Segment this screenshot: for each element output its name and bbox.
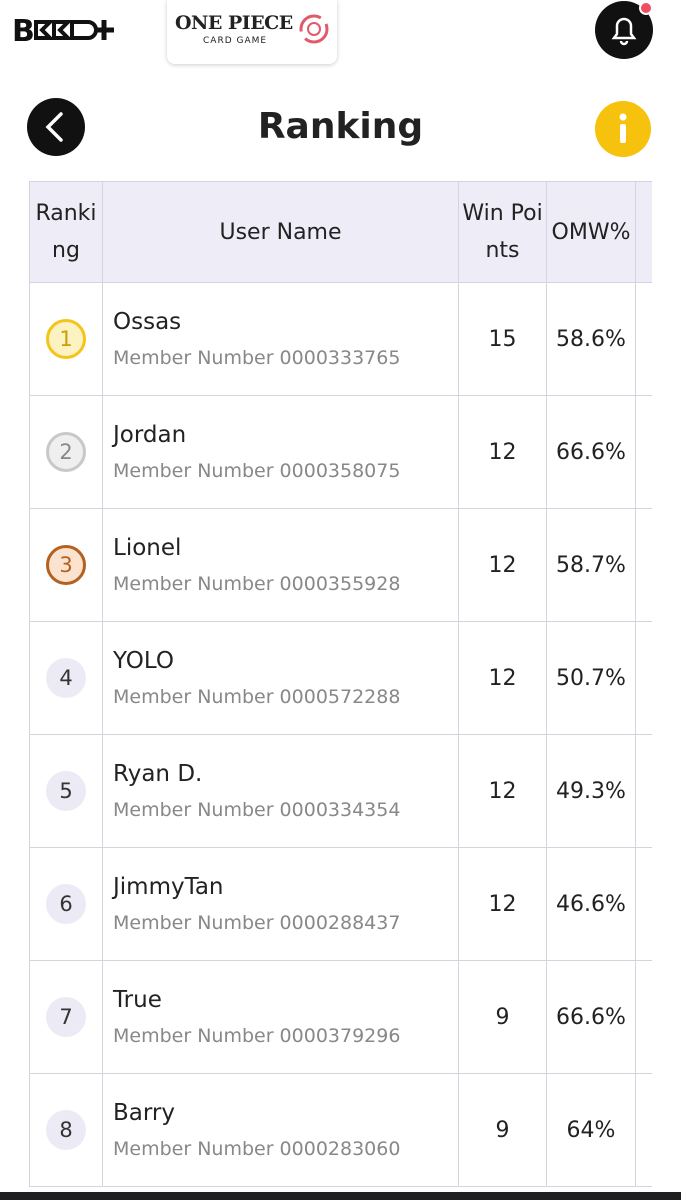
column-header: Win Points bbox=[458, 181, 547, 283]
user-name: True bbox=[113, 987, 162, 1013]
member-number: Member Number 0000288437 bbox=[113, 912, 401, 934]
brand: ONE PIECE bbox=[175, 12, 293, 34]
back-button[interactable] bbox=[27, 98, 87, 158]
rank-badge: 4 bbox=[46, 658, 86, 698]
member-number: Member Number 0000334354 bbox=[113, 799, 401, 821]
win-points: 12 bbox=[458, 621, 547, 735]
user-name: YOLO bbox=[113, 648, 174, 674]
user-name: Ossas bbox=[113, 309, 182, 335]
column-header: OMW% bbox=[546, 181, 636, 283]
user-name: Ryan D. bbox=[113, 761, 203, 787]
user-name: Barry bbox=[113, 1100, 175, 1126]
user-cell: YOLO Member Number 0000572288 bbox=[102, 621, 459, 735]
clipped-cell bbox=[635, 508, 652, 622]
rank-cell: 7 bbox=[29, 960, 103, 1074]
clipped-cell bbox=[635, 1073, 652, 1187]
ranking-row: 5 Ryan D. Member Number 0000334354 12 49.3% bbox=[29, 734, 652, 848]
header-row: Ranking User Name Win Points OMW% bbox=[29, 181, 652, 283]
rank-cell: 2 bbox=[29, 395, 103, 509]
omw: 46.6% bbox=[546, 847, 636, 961]
ranking-row: 1 Ossas Member Number 0000333765 15 58.6% bbox=[29, 282, 652, 396]
member-number: Member Number 0000283060 bbox=[113, 1138, 401, 1160]
rank-cell: 8 bbox=[29, 1073, 103, 1187]
rank-badge: 3 bbox=[46, 545, 86, 585]
svg-text:B: B bbox=[12, 14, 35, 46]
win-points: 12 bbox=[458, 395, 547, 509]
column-header: User Name bbox=[102, 181, 459, 283]
ranking-row: 7 True Member Number 0000379296 9 66.6% bbox=[29, 960, 652, 1074]
member-number: Member Number 0000355928 bbox=[113, 573, 401, 595]
omw: 49.3% bbox=[546, 734, 636, 848]
ranking-row: 2 Jordan Member Number 0000358075 12 66.6% bbox=[29, 395, 652, 509]
ranking-row: 6 JimmyTan Member Number 0000288437 12 46.6% bbox=[29, 847, 652, 961]
omw: 66.6% bbox=[546, 960, 636, 1074]
rank-cell: 6 bbox=[29, 847, 103, 961]
ranking-row: 4 YOLO Member Number 0000572288 12 50.7% bbox=[29, 621, 652, 735]
clipped-cell bbox=[635, 282, 652, 396]
info-button[interactable] bbox=[594, 100, 654, 160]
rank-badge: 8 bbox=[46, 1110, 86, 1150]
win-points: 12 bbox=[458, 734, 547, 848]
user-name: Jordan bbox=[113, 422, 187, 448]
column-header-clipped bbox=[635, 181, 652, 283]
win-points: 9 bbox=[458, 1073, 547, 1187]
member-number: Member Number 0000358075 bbox=[113, 460, 401, 482]
clipped-cell bbox=[635, 734, 652, 848]
clipped-cell bbox=[635, 960, 652, 1074]
member-number: Member Number 0000333765 bbox=[113, 347, 401, 369]
user-name: Lionel bbox=[113, 535, 182, 561]
member-number: Member Number 0000572288 bbox=[113, 686, 401, 708]
user-cell: Jordan Member Number 0000358075 bbox=[102, 395, 459, 509]
win-points: 15 bbox=[458, 282, 547, 396]
omw: 66.6% bbox=[546, 395, 636, 509]
clipped-cell bbox=[635, 847, 652, 961]
rank-cell: 1 bbox=[29, 282, 103, 396]
rank-badge: 5 bbox=[46, 771, 86, 811]
win-points: 9 bbox=[458, 960, 547, 1074]
user-cell: Lionel Member Number 0000355928 bbox=[102, 508, 459, 622]
rank-cell: 4 bbox=[29, 621, 103, 735]
notification-button[interactable] bbox=[594, 0, 656, 62]
omw: 58.6% bbox=[546, 282, 636, 396]
user-cell: Ryan D. Member Number 0000334354 bbox=[102, 734, 459, 848]
rank-cell: 3 bbox=[29, 508, 103, 622]
user-name: JimmyTan bbox=[113, 874, 224, 900]
game-logo: ONE PIECE CARD GAME bbox=[167, 0, 337, 64]
app-logo: B bbox=[12, 14, 114, 46]
clipped-cell bbox=[635, 395, 652, 509]
win-points: 12 bbox=[458, 508, 547, 622]
ranking-table: Ranking User Name Win Points OMW% 1 Ossas Mem… bbox=[29, 181, 652, 1187]
member-number: Member Number 0000379296 bbox=[113, 1025, 401, 1047]
rank-badge: 1 bbox=[46, 319, 86, 359]
ranking-table-container: Ranking User Name Win Points OMW% 1 Ossas Mem… bbox=[29, 181, 652, 1200]
user-cell: Barry Member Number 0000283060 bbox=[102, 1073, 459, 1187]
rank-badge: 2 bbox=[46, 432, 86, 472]
omw: 50.7% bbox=[546, 621, 636, 735]
page-title: Ranking bbox=[257, 106, 424, 147]
rank-badge: 6 bbox=[46, 884, 86, 924]
ranking-row: 8 Barry Member Number 0000283060 9 64% bbox=[29, 1073, 652, 1187]
bottom-bar bbox=[0, 1192, 681, 1200]
omw: 58.7% bbox=[546, 508, 636, 622]
user-cell: True Member Number 0000379296 bbox=[102, 960, 459, 1074]
user-cell: JimmyTan Member Number 0000288437 bbox=[102, 847, 459, 961]
ranking-row: 3 Lionel Member Number 0000355928 12 58.7% bbox=[29, 508, 652, 622]
column-header: Ranking bbox=[29, 181, 103, 283]
omw: 64% bbox=[546, 1073, 636, 1187]
rank-badge: 7 bbox=[46, 997, 86, 1037]
user-cell: Ossas Member Number 0000333765 bbox=[102, 282, 459, 396]
win-points: 12 bbox=[458, 847, 547, 961]
clipped-cell bbox=[635, 621, 652, 735]
rank-cell: 5 bbox=[29, 734, 103, 848]
brand-icon bbox=[299, 14, 329, 44]
brand-sub: CARD GAME bbox=[203, 36, 268, 46]
